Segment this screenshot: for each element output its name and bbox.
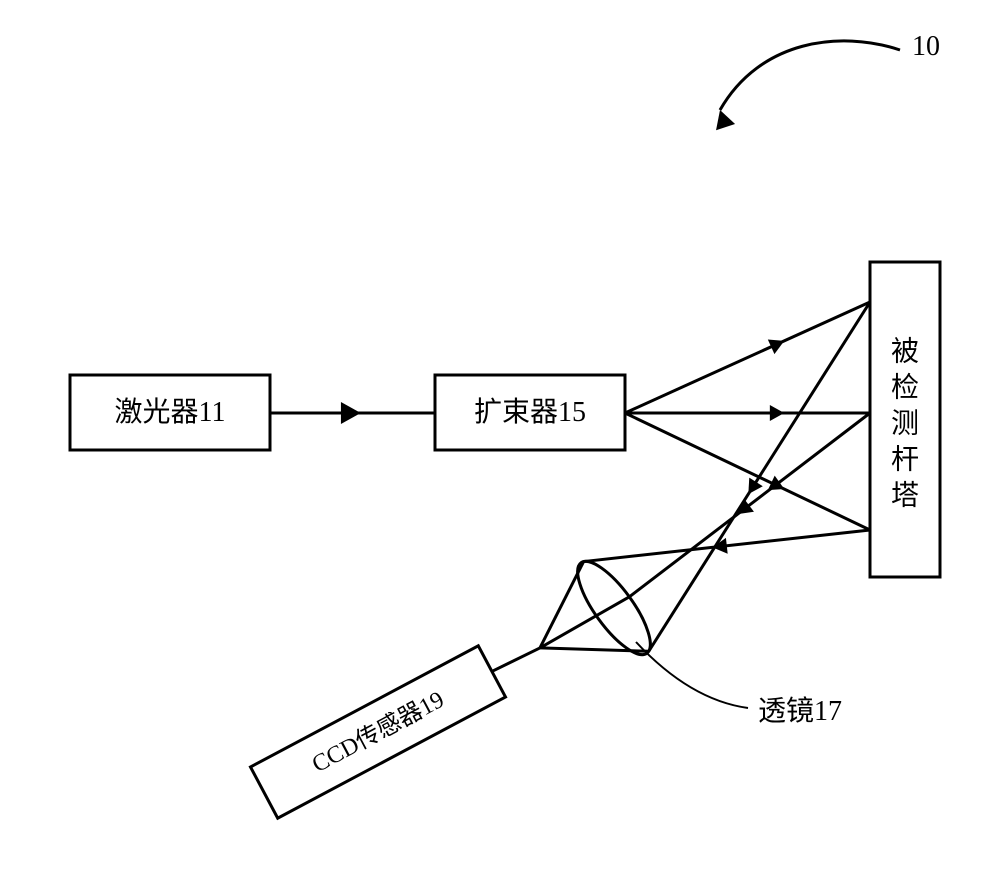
optical-diagram: 10 激光器11 扩束器15 被检测杆塔 CCD传感器19 透镜17 (0, 0, 1000, 872)
reference-arrow (720, 41, 900, 110)
tower-label: 被检测杆塔 (891, 336, 919, 512)
arrow-laser-to-expander (270, 402, 435, 424)
ccd-sensor: CCD传感器19 (250, 646, 505, 818)
laser-label: 激光器11 (115, 396, 226, 428)
lens-callout-line (636, 642, 748, 708)
expander-label: 扩束器15 (474, 396, 586, 428)
reference-number: 10 (912, 31, 940, 62)
rays-lens-to-focus (540, 562, 649, 652)
lens-callout-label: 透镜17 (758, 695, 842, 727)
ray-focus-to-ccd (492, 648, 540, 672)
